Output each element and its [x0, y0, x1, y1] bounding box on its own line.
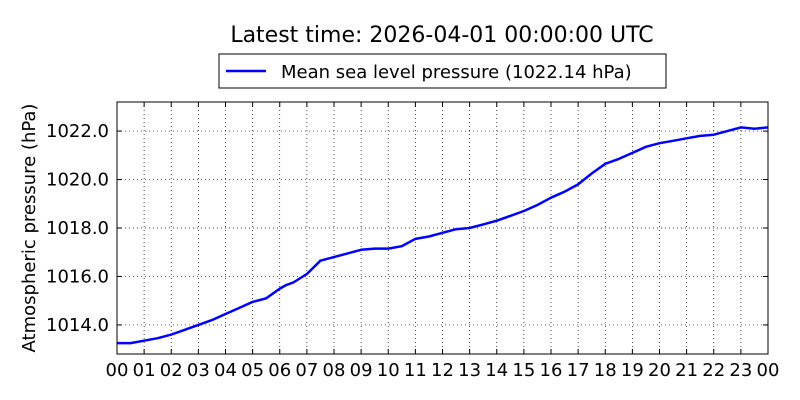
y-tick-label: 1014.0: [46, 315, 109, 336]
y-tick-label: 1018.0: [46, 218, 109, 239]
x-tick-label: 15: [512, 360, 535, 381]
series-layer: [117, 126, 769, 345]
y-tick-label: 1016.0: [46, 266, 109, 287]
x-tick-label: 00: [757, 360, 780, 381]
x-tick-label: 08: [323, 360, 346, 381]
x-tick-label: 05: [241, 360, 264, 381]
y-tick-labels: 1014.0 1016.0 1018.0 1020.0 1022.0: [46, 121, 109, 336]
x-tick-labels: 00 01 02 03 04 05 06 07 08 09 10 11 12 13 14 15 16 17 18 19…: [106, 360, 780, 381]
x-tick-label: 09: [350, 360, 373, 381]
legend: Mean sea level pressure (1022.14 hPa): [218, 53, 667, 89]
x-tick-label: 20: [648, 360, 671, 381]
y-tick-label: 1020.0: [46, 170, 109, 191]
x-tick-label: 12: [431, 360, 454, 381]
chart-title: Latest time: 2026-04-01 00:00:00 UTC: [230, 23, 653, 48]
x-tick-label: 22: [702, 360, 725, 381]
x-tick-label: 16: [540, 360, 563, 381]
plot-frame: [116, 101, 769, 355]
y-axis-label: Atmospheric pressure (hPa): [19, 104, 40, 353]
x-tick-label: 11: [404, 360, 427, 381]
x-tick-label: 18: [594, 360, 617, 381]
ticks: [116, 102, 769, 354]
x-tick-label: 02: [160, 360, 183, 381]
y-tick-label: 1022.0: [46, 121, 109, 142]
legend-label: Mean sea level pressure (1022.14 hPa): [281, 62, 632, 83]
x-tick-label: 13: [458, 360, 481, 381]
x-tick-label: 14: [485, 360, 508, 381]
x-tick-label: 04: [214, 360, 237, 381]
x-tick-label: 21: [675, 360, 698, 381]
x-tick-label: 06: [268, 360, 291, 381]
grid: [117, 102, 768, 354]
x-tick-label: 07: [295, 360, 318, 381]
x-tick-label: 10: [377, 360, 400, 381]
x-tick-label: 17: [567, 360, 590, 381]
legend-frame: [218, 53, 667, 89]
series-line-mslp: [117, 126, 769, 345]
x-tick-label: 23: [729, 360, 752, 381]
x-tick-label: 03: [187, 360, 210, 381]
x-tick-label: 01: [133, 360, 156, 381]
x-tick-label: 19: [621, 360, 644, 381]
x-tick-label: 00: [106, 360, 129, 381]
